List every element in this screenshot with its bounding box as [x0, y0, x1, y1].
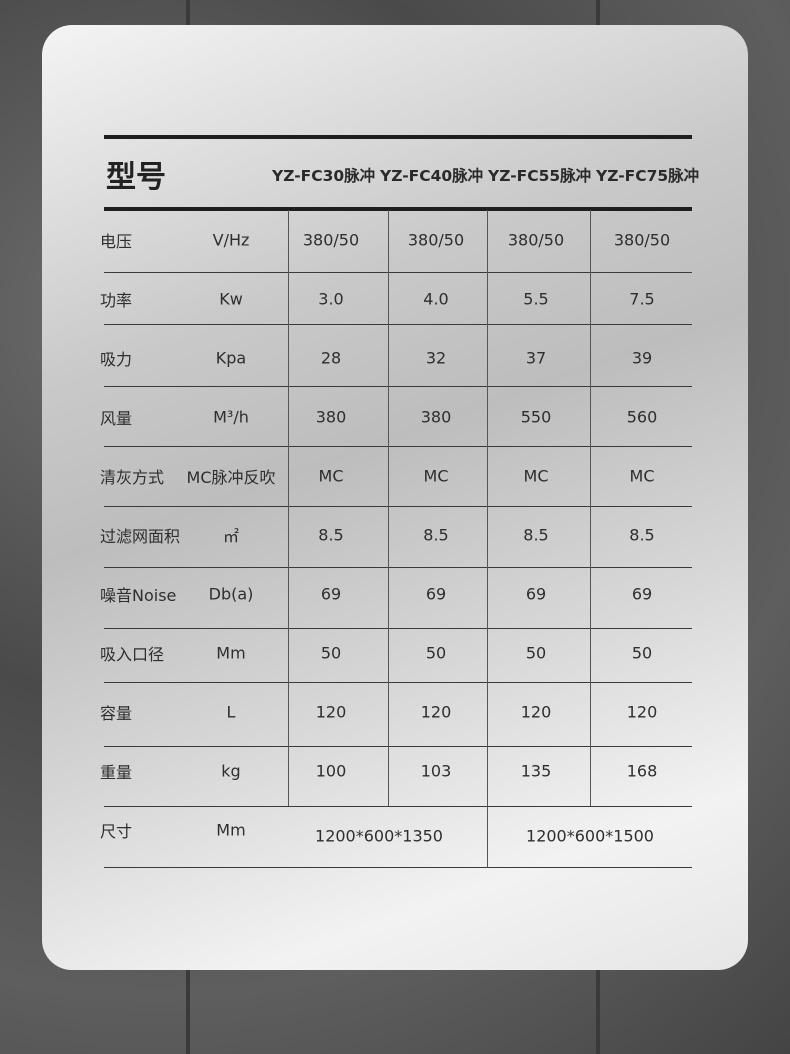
row-value: 550	[520, 407, 552, 427]
row-value: 8.5	[318, 525, 344, 545]
row-label: 吸力	[100, 350, 133, 369]
row-value: 50	[631, 643, 653, 663]
column-divider	[487, 210, 488, 806]
row-unit: MC脉冲反吹	[186, 468, 276, 487]
row-value: 69	[425, 584, 447, 604]
row-value: 50	[320, 643, 342, 663]
row-value: MC	[523, 466, 549, 486]
row-unit: Mm	[216, 820, 246, 840]
row-divider	[104, 324, 692, 325]
row-value: 380/50	[407, 230, 465, 250]
row-unit: V/Hz	[212, 230, 250, 250]
row-value: 32	[425, 348, 447, 368]
model-header: YZ-FC30脉冲	[272, 167, 376, 185]
row-value: 50	[525, 643, 547, 663]
column-divider	[388, 210, 389, 806]
row-value: 8.5	[423, 525, 449, 545]
row-label: 吸入口径	[100, 645, 165, 664]
row-label: 电压	[100, 232, 133, 251]
row-value: 1200*600*1500	[526, 826, 654, 846]
column-divider	[590, 210, 591, 806]
row-value: MC	[629, 466, 655, 486]
model-header: YZ-FC75脉冲	[596, 167, 700, 185]
row-unit: Kpa	[215, 348, 247, 368]
row-unit: M³/h	[213, 407, 249, 427]
row-divider	[104, 446, 692, 447]
row-divider	[104, 746, 692, 747]
header-top-rule	[104, 135, 692, 139]
row-divider	[104, 628, 692, 629]
row-value: 37	[525, 348, 547, 368]
model-header: YZ-FC40脉冲	[380, 167, 484, 185]
row-label: 容量	[100, 704, 133, 723]
row-value: 69	[631, 584, 653, 604]
row-value: 380	[315, 407, 347, 427]
row-value: 380	[420, 407, 452, 427]
row-unit: Kw	[219, 289, 243, 309]
row-value: 69	[320, 584, 342, 604]
spec-card	[42, 25, 748, 970]
row-label: 重量	[100, 763, 133, 782]
row-value: 380/50	[613, 230, 671, 250]
row-value: 39	[631, 348, 653, 368]
row-value: 8.5	[629, 525, 655, 545]
row-divider	[104, 806, 692, 807]
row-value: 103	[420, 761, 452, 781]
row-label: 过滤网面积	[100, 527, 181, 546]
row-value: 380/50	[507, 230, 565, 250]
model-header: YZ-FC55脉冲	[488, 167, 592, 185]
row-divider	[104, 272, 692, 273]
row-unit: ㎡	[222, 527, 240, 546]
row-label: 尺寸	[100, 822, 133, 841]
row-unit: kg	[221, 761, 241, 781]
row-value: 135	[520, 761, 552, 781]
row-value: 168	[626, 761, 658, 781]
row-label: 噪音Noise	[100, 586, 177, 605]
row-value: 4.0	[423, 289, 449, 309]
row-value: 120	[520, 702, 552, 722]
row-unit: Mm	[216, 643, 246, 663]
row-value: 380/50	[302, 230, 360, 250]
row-label: 清灰方式	[100, 468, 165, 487]
column-divider	[288, 210, 289, 806]
row-divider	[104, 682, 692, 683]
row-unit: L	[226, 702, 236, 722]
row-divider	[104, 506, 692, 507]
row-label: 风量	[100, 409, 133, 428]
row-value: 3.0	[318, 289, 344, 309]
row-divider	[104, 386, 692, 387]
row-value: 5.5	[523, 289, 549, 309]
row-value: 69	[525, 584, 547, 604]
row-value: 120	[626, 702, 658, 722]
row-value: 120	[420, 702, 452, 722]
column-divider	[487, 806, 488, 868]
row-value: 1200*600*1350	[315, 826, 443, 846]
row-value: 50	[425, 643, 447, 663]
header-bottom-rule	[104, 207, 692, 211]
row-value: 560	[626, 407, 658, 427]
row-value: MC	[423, 466, 449, 486]
row-value: 28	[320, 348, 342, 368]
row-value: 7.5	[629, 289, 655, 309]
row-value: 100	[315, 761, 347, 781]
row-value: 8.5	[523, 525, 549, 545]
row-divider	[104, 567, 692, 568]
row-value: MC	[318, 466, 344, 486]
page-title: 型号	[106, 160, 166, 195]
row-unit: Db(a)	[208, 584, 254, 604]
row-divider	[104, 867, 692, 868]
row-value: 120	[315, 702, 347, 722]
row-label: 功率	[100, 291, 133, 310]
